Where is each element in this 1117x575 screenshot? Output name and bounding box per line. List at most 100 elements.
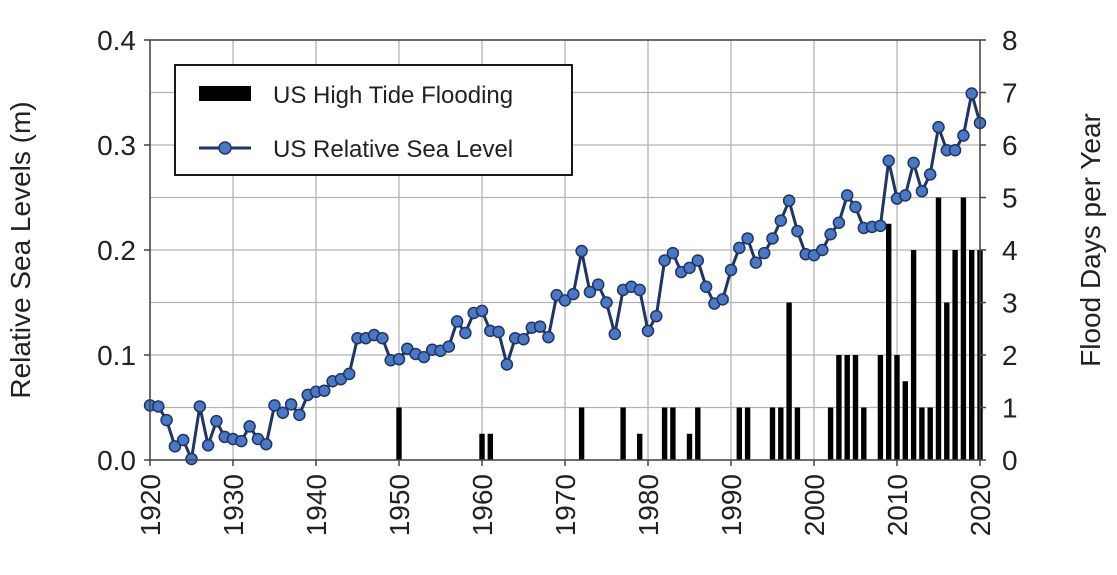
sea-level-point [774,214,788,227]
flood-bar [396,407,402,460]
flood-bars [396,197,983,460]
sea-level-point [259,438,273,451]
flood-bar [877,355,884,460]
y-right-tick-label: 8 [1002,25,1018,56]
sea-level-point [724,263,738,277]
sea-level-point [907,156,920,170]
flood-bar [695,407,701,460]
sea-level-point [168,440,182,453]
y-left-tick-labels: 0.0 0.1 0.2 0.3 0.4 [97,25,150,476]
y-left-tick-label: 0.3 [97,130,136,161]
sea-level-point [235,434,248,448]
sea-level-point [185,452,198,466]
flood-bar [637,433,643,460]
y-left-axis-title: Relative Sea Levels (m) [5,101,36,398]
y-right-axis-title: Flood Days per Year [1075,113,1106,367]
x-tick-labels: 1920 1930 1940 1950 1960 1970 1980 1990 2000 2010… [135,460,996,536]
flood-bar [944,302,950,460]
sea-level-point [948,144,962,157]
sea-level-point [417,350,431,364]
flood-bar [935,197,942,460]
flood-bar [778,407,784,460]
y-left-tick-label: 0.1 [97,340,136,371]
sea-level-point [583,285,597,299]
sea-level-point [243,420,256,433]
sea-level-point [915,184,929,198]
legend: US High Tide Flooding US Relative Sea Le… [174,64,573,176]
sea-level-point [683,261,696,275]
sea-level-point [210,414,223,428]
sea-level-point [957,129,970,142]
flood-bar [661,407,668,460]
sea-level-point [641,324,655,338]
x-tick-label: 1970 [550,474,581,536]
x-tick-label: 1930 [218,474,249,536]
x-tick-label: 2010 [882,474,913,536]
sea-level-point [849,200,862,214]
sea-level-point [276,406,290,419]
sea-level-point [874,219,887,233]
sea-level-point [533,320,547,333]
flood-bar [902,381,908,460]
y-right-tick-label: 4 [1002,235,1018,266]
y-right-tick-label: 3 [1002,288,1018,319]
flood-bar [769,407,776,460]
flood-bar [578,407,585,460]
y-right-tick-label: 0 [1002,445,1018,476]
sea-level-point [293,408,306,422]
sea-level-point [318,384,331,397]
sea-level-point [193,400,207,413]
sea-level-point [575,244,588,258]
flood-bar [927,407,933,460]
sea-level-point [633,283,646,297]
legend-box [174,64,573,176]
y-right-tick-label: 6 [1002,130,1018,161]
sea-level-point [741,232,754,245]
sea-level-point [757,246,771,260]
flood-bar [786,302,792,460]
sea-level-point [824,228,837,241]
flood-bar [487,433,493,460]
flood-bar [686,433,693,460]
flood-bar [827,407,834,460]
flood-bar [736,407,742,460]
sea-level-point [899,189,912,202]
flood-bar [670,407,676,460]
flood-bar [620,407,626,460]
sea-level-point [840,189,854,202]
flood-bar [894,355,900,460]
y-left-tick-label: 0.2 [97,235,136,266]
sea-level-point [160,413,173,427]
sea-level-point [749,256,763,269]
legend-label-flooding: US High Tide Flooding [273,82,513,109]
x-tick-label: 1950 [384,474,415,536]
sea-level-point [284,398,298,411]
flood-bar [969,250,975,460]
sea-level-point [152,400,165,413]
sea-level-point [517,333,530,346]
sea-level-point [716,293,729,306]
sea-level-point [782,194,796,207]
sea-level-point [699,280,713,293]
sea-level-point [733,241,746,255]
sea-level-point [176,433,190,447]
sea-level-point [201,439,215,452]
sea-level-point [492,325,505,339]
x-tick-label: 2000 [799,474,830,536]
flood-bar [852,355,859,460]
legend-bar-swatch [199,86,251,101]
flood-bar [960,197,967,460]
sea-level-point [475,304,489,318]
sea-level-point [376,331,389,345]
flood-bar [910,250,917,460]
sea-level-point [268,399,281,412]
sea-level-point [816,243,829,257]
y-right-tick-label: 7 [1002,78,1018,109]
sea-level-point [567,287,580,301]
x-tick-label: 2020 [965,474,996,536]
x-tick-label: 1920 [135,474,166,536]
sea-level-point [600,296,613,309]
x-tick-label: 1940 [301,474,332,536]
